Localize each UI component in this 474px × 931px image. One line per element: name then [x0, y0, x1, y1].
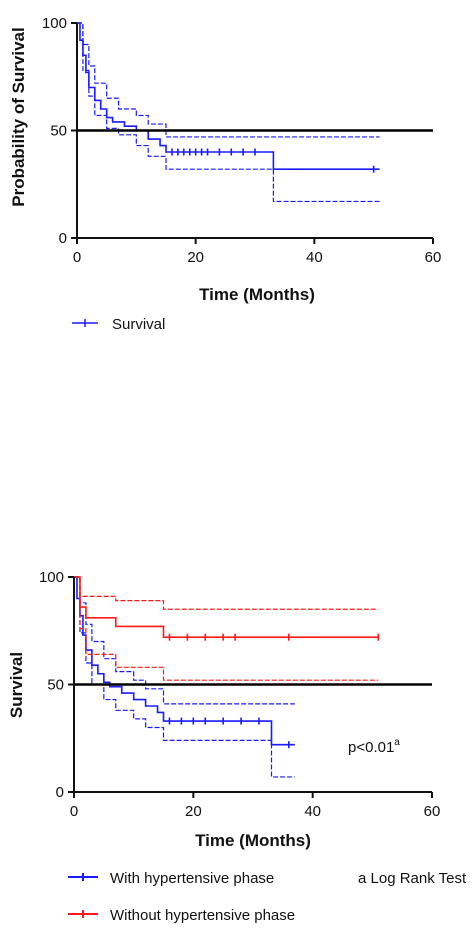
chart1-axes: [71, 22, 434, 244]
chart1-series-line-1-upper-ci: [77, 22, 380, 138]
chart1-x-tick-label-20: 20: [187, 249, 204, 266]
chart2-series-line-4-upper-ci: [74, 576, 379, 610]
chart2-legend-label-with: With hypertensive phase: [110, 870, 274, 887]
chart1-legend-label-survival: Survival: [112, 316, 165, 333]
chart2-axes: [68, 576, 433, 798]
chart2-y-axis-title: Survival: [7, 652, 26, 718]
chart2-x-axis-title: Time (Months): [195, 831, 311, 850]
chart2-y-tick-label-0: 0: [56, 784, 64, 801]
chart1-x-tick-label-60: 60: [425, 249, 442, 266]
chart2-series-layer: [74, 576, 380, 778]
chart2-x-tick-label-20: 20: [185, 803, 202, 820]
chart1-series-line-2-lower-ci: [77, 22, 380, 203]
chart1-x-tick-label-0: 0: [73, 249, 81, 266]
chart2-series-line-0-estimate: [74, 576, 295, 746]
chart1-tick-labels: 0 20 40 60 0 50 100: [42, 15, 441, 266]
chart2-y-tick-label-100: 100: [39, 569, 64, 586]
chart1-series-layer: [77, 22, 380, 203]
chart1-y-tick-label-0: 0: [59, 230, 67, 247]
chart2-x-tick-label-60: 60: [424, 803, 441, 820]
chart2-x-tick-label-0: 0: [70, 803, 78, 820]
chart2-p-value-annotation: p<0.01a: [348, 737, 400, 756]
chart2-series-line-3-estimate: [74, 576, 379, 638]
chart2-series-line-5-lower-ci: [74, 576, 379, 681]
chart2-footnote: a Log Rank Test: [358, 870, 467, 887]
chart2-series-line-2-lower-ci: [74, 576, 295, 778]
hypertensive-phase-survival-chart: 0 20 40 60 0 50 100 Time (Months) Survival p<0…: [7, 569, 467, 924]
chart1-x-axis-title: Time (Months): [199, 285, 315, 304]
chart2-p-value-superscript: a: [394, 737, 400, 748]
chart2-y-tick-label-50: 50: [47, 677, 64, 694]
chart1-y-tick-label-50: 50: [50, 123, 67, 140]
overall-survival-chart: 0 20 40 60 0 50 100 Time (Months) Probability …: [9, 15, 441, 333]
chart2-legend: With hypertensive phase Without hyperten…: [68, 870, 295, 924]
chart2-tick-labels: 0 20 40 60 0 50 100: [39, 569, 440, 820]
chart2-x-tick-label-40: 40: [304, 803, 321, 820]
chart2-series-line-1-upper-ci: [74, 576, 295, 705]
chart1-y-axis-title: Probability of Survival: [9, 27, 28, 207]
chart1-x-tick-label-40: 40: [306, 249, 323, 266]
chart2-legend-label-without: Without hypertensive phase: [110, 907, 295, 924]
chart1-y-tick-label-100: 100: [42, 15, 67, 32]
chart1-legend: Survival: [72, 316, 165, 333]
chart2-p-value-text: p<0.01: [348, 739, 394, 756]
chart1-series-line-0-estimate: [77, 22, 380, 170]
